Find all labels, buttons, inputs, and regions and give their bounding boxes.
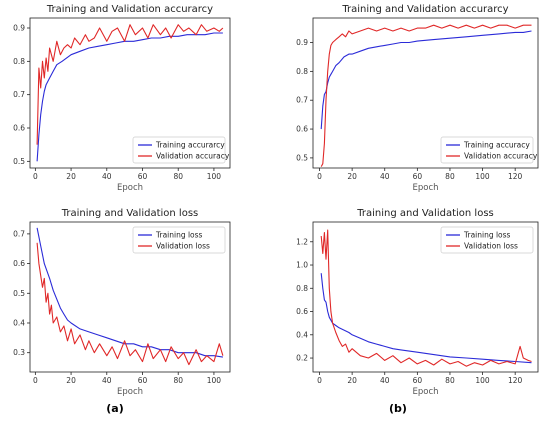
series-line-2	[320, 24, 532, 167]
x-tick-label: 0	[33, 376, 38, 385]
x-axis-label: Epoch	[117, 387, 143, 397]
y-tick-label: 0.8	[13, 57, 25, 66]
chart-title: Training and Validation accurarcy	[341, 4, 508, 15]
chart-1: Training and Validation accurarcy 0 20 40 60…	[13, 4, 231, 193]
charts-group: Training and Validation accurarcy 0 20 40 60…	[13, 4, 539, 397]
x-tick-label: 60	[413, 172, 423, 181]
x-axis-label: Epoch	[412, 387, 438, 397]
y-tick-label: 0.4	[13, 318, 25, 327]
x-tick-label: 60	[413, 376, 423, 385]
y-tick-label: 0.7	[296, 96, 308, 105]
legend-label: Validation accuracy	[464, 152, 538, 161]
legend-label: Validation accuracy	[156, 152, 230, 161]
x-tick-label: 20	[66, 172, 76, 181]
y-tick-label: 0.5	[296, 153, 308, 162]
legend-label: Validation loss	[464, 242, 518, 251]
series-line-1	[36, 32, 223, 162]
y-tick-label: 0.6	[13, 259, 25, 268]
x-tick-label: 100	[207, 172, 222, 181]
y-tick-label: 0.9	[296, 38, 308, 47]
y-tick-label: 0.4	[296, 330, 308, 339]
series-line-1	[320, 30, 532, 130]
legend: Training accurarcy Validation accuracy	[132, 136, 230, 164]
chart-2: Training and Validation accurarcy 0 20 40 60…	[296, 4, 539, 193]
x-tick-label: 80	[173, 172, 183, 181]
y-tick-label: 1.2	[296, 237, 308, 246]
y-tick-label: 0.6	[296, 125, 308, 134]
x-tick-label: 0	[33, 172, 38, 181]
y-tick-label: 0.5	[13, 157, 25, 166]
legend-box	[440, 226, 534, 254]
x-tick-label: 60	[138, 376, 148, 385]
legend: Training loss Validation loss	[132, 226, 226, 254]
x-tick-label: 80	[445, 376, 455, 385]
x-tick-label: 20	[66, 376, 76, 385]
series-line-2	[36, 24, 224, 145]
x-tick-label: 0	[317, 376, 322, 385]
x-tick-label: 20	[347, 376, 357, 385]
x-tick-label: 40	[102, 172, 112, 181]
chart-title: Training and Validation loss	[61, 208, 199, 219]
y-tick-label: 0.3	[13, 348, 25, 357]
y-tick-label: 1.0	[296, 261, 308, 270]
y-tick-label: 0.8	[296, 284, 308, 293]
y-tick-label: 0.9	[13, 24, 25, 33]
x-tick-label: 80	[173, 376, 183, 385]
x-tick-label: 100	[475, 376, 490, 385]
x-tick-label: 60	[138, 172, 148, 181]
y-tick-label: 0.8	[296, 67, 308, 76]
y-tick-label: 0.7	[13, 90, 25, 99]
y-tick-label: 0.5	[13, 289, 25, 298]
y-tick-label: 0.2	[296, 354, 308, 363]
y-tick-label: 0.7	[13, 229, 25, 238]
chart-title: Training and Validation accurarcy	[46, 4, 213, 15]
legend-label: Validation loss	[156, 242, 210, 251]
figure-label-a: (a)	[106, 402, 123, 415]
chart-4: Training and Validation loss 0 20 40 60 80 100…	[296, 208, 539, 397]
figure-label-b: (b)	[389, 402, 407, 415]
x-tick-label: 80	[445, 172, 455, 181]
x-axis-label: Epoch	[117, 183, 143, 193]
legend-label: Training accurarcy	[155, 141, 225, 150]
x-axis-label: Epoch	[412, 183, 438, 193]
x-tick-label: 40	[102, 376, 112, 385]
x-tick-label: 20	[347, 172, 357, 181]
series-line-1	[320, 273, 532, 364]
x-tick-label: 100	[207, 376, 222, 385]
y-tick-label: 0.6	[13, 124, 25, 133]
chart-title: Training and Validation loss	[356, 208, 494, 219]
x-tick-label: 120	[508, 376, 523, 385]
x-tick-label: 100	[475, 172, 490, 181]
legend-box	[132, 226, 226, 254]
x-tick-label: 0	[317, 172, 322, 181]
series-line-2	[36, 242, 224, 366]
y-tick-label: 0.6	[296, 307, 308, 316]
legend-label: Training loss	[155, 231, 203, 240]
legend-label: Training loss	[463, 231, 511, 240]
x-tick-label: 120	[508, 172, 523, 181]
x-tick-label: 40	[380, 376, 390, 385]
legend: Training loss Validation loss	[440, 226, 534, 254]
legend-box	[440, 136, 534, 164]
legend-box	[132, 136, 226, 164]
legend: Training accuracy Validation accuracy	[440, 136, 538, 164]
legend-label: Training accuracy	[463, 141, 530, 150]
x-tick-label: 40	[380, 172, 390, 181]
chart-3: Training and Validation loss 0 20 40 60 80 100…	[13, 208, 231, 397]
series-line-2	[320, 229, 532, 367]
